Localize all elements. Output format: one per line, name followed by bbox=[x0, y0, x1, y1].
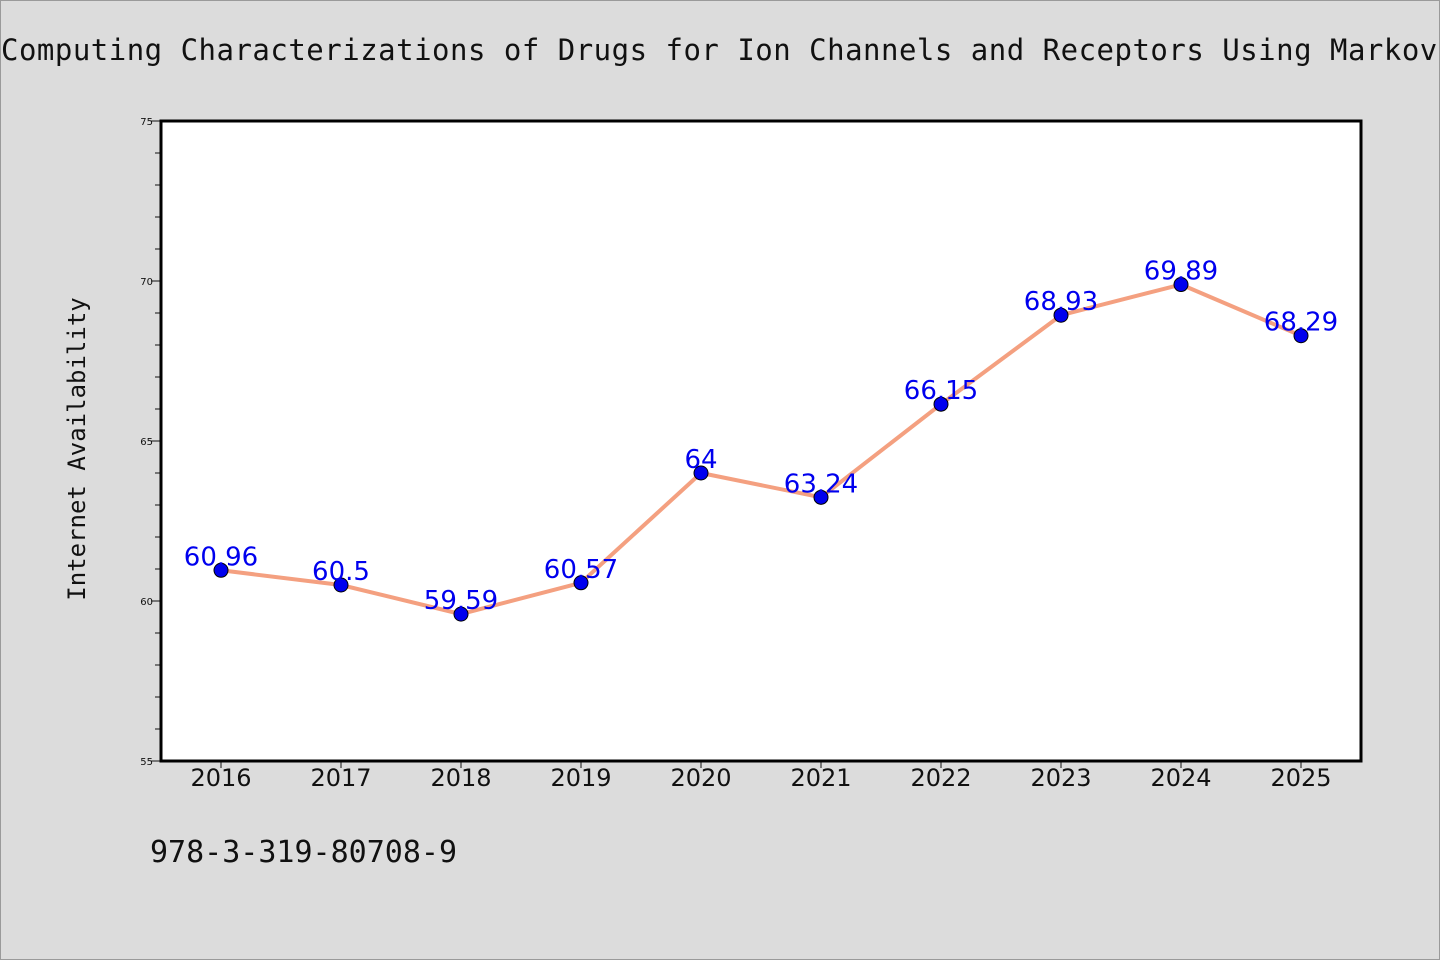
data-label: 59.59 bbox=[424, 586, 498, 616]
data-label: 64 bbox=[684, 445, 717, 475]
data-label: 63.24 bbox=[784, 469, 858, 499]
y-tick-label: 55 bbox=[140, 757, 153, 768]
data-label: 69.89 bbox=[1144, 257, 1218, 287]
y-tick-label: 65 bbox=[140, 437, 153, 448]
x-tick-label: 2022 bbox=[910, 764, 971, 792]
data-label: 60.57 bbox=[544, 555, 618, 585]
data-label: 60.96 bbox=[184, 542, 258, 572]
x-tick-label: 2024 bbox=[1150, 764, 1211, 792]
x-tick-label: 2017 bbox=[310, 764, 371, 792]
data-label: 66.15 bbox=[904, 376, 978, 406]
data-point bbox=[933, 396, 949, 412]
data-point bbox=[213, 562, 229, 578]
data-label: 60.5 bbox=[312, 557, 370, 587]
data-point bbox=[333, 577, 349, 593]
plot-border bbox=[159, 119, 1363, 763]
data-point bbox=[573, 575, 589, 591]
data-label: 68.29 bbox=[1264, 308, 1338, 338]
x-tick-label: 2023 bbox=[1030, 764, 1091, 792]
data-point bbox=[1173, 277, 1189, 293]
footnote-isbn: 978-3-319-80708-9 bbox=[150, 835, 458, 870]
series-line bbox=[220, 282, 1302, 617]
data-point bbox=[453, 606, 469, 622]
data-point bbox=[1293, 328, 1309, 344]
x-tick-label: 2019 bbox=[550, 764, 611, 792]
plot-area bbox=[161, 121, 1361, 761]
y-tick-label: 60 bbox=[140, 597, 153, 608]
chart-title: Computing Characterizations of Drugs for… bbox=[1, 33, 1438, 67]
y-tick-label: 75 bbox=[140, 117, 153, 128]
y-tick-label: 70 bbox=[140, 277, 153, 288]
data-point bbox=[1053, 307, 1069, 323]
x-tick-label: 2020 bbox=[670, 764, 731, 792]
data-label: 68.93 bbox=[1024, 287, 1098, 317]
data-point bbox=[813, 489, 829, 505]
x-tick-label: 2018 bbox=[430, 764, 491, 792]
x-tick-label: 2021 bbox=[790, 764, 851, 792]
x-tick-label: 2025 bbox=[1270, 764, 1331, 792]
x-tick-label: 2016 bbox=[190, 764, 251, 792]
data-point bbox=[693, 465, 709, 481]
